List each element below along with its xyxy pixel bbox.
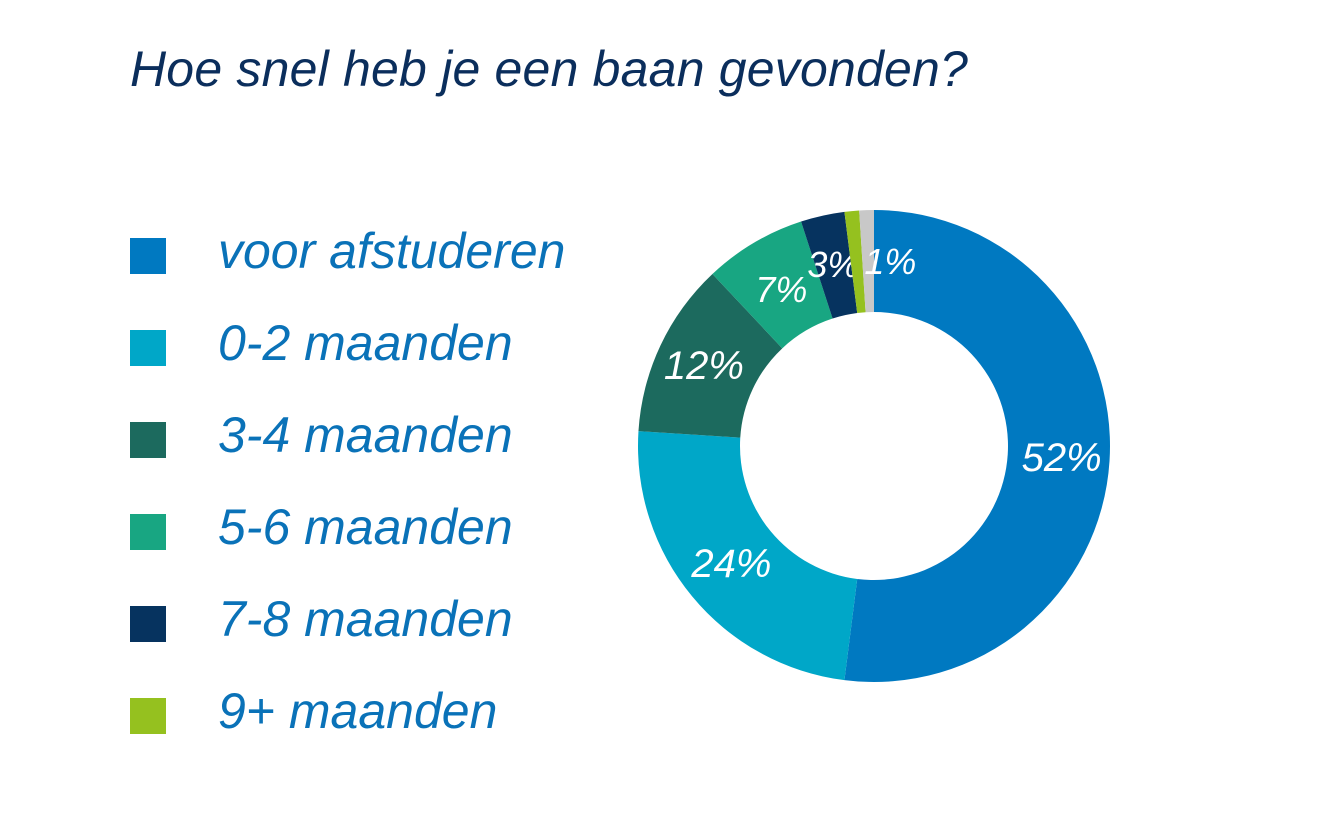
donut-slice [712,221,833,349]
legend-label: 9+ maanden [218,683,498,739]
donut-slice [801,211,858,319]
legend-item-9-plus-maanden: 9+ maanden [130,672,650,764]
legend-swatch [130,422,166,458]
legend-item-0-2-maanden: 0-2 maanden [130,304,650,396]
legend-item-5-6-maanden: 5-6 maanden [130,488,650,580]
legend-swatch [130,698,166,734]
legend-item-3-4-maanden: 3-4 maanden [130,396,650,488]
legend-swatch [130,514,166,550]
donut-chart: 52%24%12%7%3% 1% [638,210,1110,682]
donut-slice [844,210,866,314]
legend-label: 0-2 maanden [218,315,513,371]
legend-label: 3-4 maanden [218,407,513,463]
donut-slice [844,210,1110,682]
legend-label: 7-8 maanden [218,591,513,647]
legend-label: 5-6 maanden [218,499,513,555]
legend-swatch [130,606,166,642]
legend-label: voor afstuderen [218,223,566,279]
donut-slice [859,210,874,313]
slice-label: 52% [1022,436,1102,480]
legend-item-voor-afstuderen: voor afstuderen [130,212,650,304]
slice-label: 1% [864,241,916,282]
chart-title: Hoe snel heb je een baan gevonden? [130,41,969,97]
legend-item-7-8-maanden: 7-8 maanden [130,580,650,672]
slice-label: 12% [664,344,744,388]
slice-label: 24% [690,542,771,586]
donut-slice [638,273,783,438]
chart-legend: voor afstuderen 0-2 maanden 3-4 maanden … [130,212,650,764]
legend-swatch [130,238,166,274]
legend-swatch [130,330,166,366]
slice-label: 7% [755,269,807,310]
donut-slice [638,431,858,681]
